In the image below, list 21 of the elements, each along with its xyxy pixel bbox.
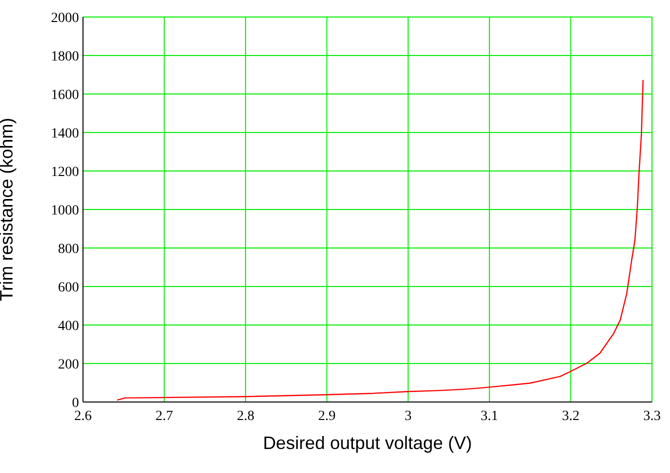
x-axis-title: Desired output voltage (V) bbox=[262, 433, 472, 453]
y-tick-label: 1400 bbox=[51, 126, 79, 142]
y-tick-label: 2000 bbox=[51, 10, 79, 26]
x-tick-label: 3 bbox=[404, 408, 412, 424]
y-tick-label: 0 bbox=[72, 396, 79, 411]
line-series bbox=[116, 79, 644, 401]
x-tick-label: 2.8 bbox=[236, 408, 254, 424]
y-tick-label: 1600 bbox=[51, 88, 79, 103]
x-tick-label: 2.9 bbox=[318, 408, 336, 424]
y-tick-label: 400 bbox=[58, 318, 79, 334]
y-tick-label: 1000 bbox=[51, 203, 79, 218]
x-tick-label: 3.3 bbox=[643, 408, 661, 424]
y-tick-label: 800 bbox=[58, 242, 79, 257]
x-tick-label: 3.1 bbox=[480, 408, 498, 424]
y-tick-label: 1800 bbox=[51, 49, 79, 64]
x-tick-label: 3.2 bbox=[562, 408, 580, 424]
x-tick-label: 2.6 bbox=[74, 408, 92, 424]
x-tick-label: 2.7 bbox=[156, 408, 174, 424]
y-tick-label: 600 bbox=[58, 280, 79, 296]
y-tick-label: 200 bbox=[58, 357, 79, 372]
y-tick-label: 1200 bbox=[51, 164, 79, 180]
